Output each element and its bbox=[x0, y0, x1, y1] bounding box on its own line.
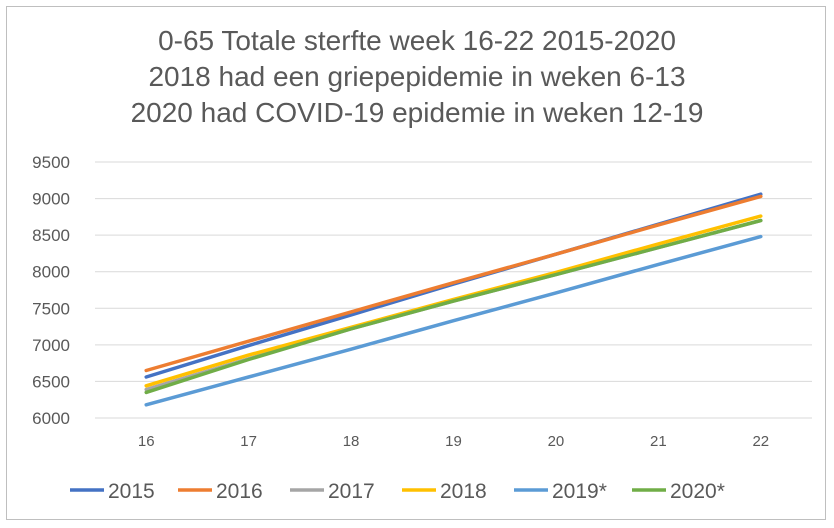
legend-item: 2018 bbox=[402, 480, 487, 503]
legend-label: 2020* bbox=[670, 480, 725, 503]
x-tick-label: 21 bbox=[650, 433, 667, 450]
x-axis-ticks: 16 17 18 19 20 21 22 bbox=[138, 433, 769, 450]
y-tick-label: 8500 bbox=[32, 226, 70, 245]
title-line-1: 0-65 Totale sterfte week 16-22 2015-2020 bbox=[158, 25, 676, 56]
y-tick-label: 7000 bbox=[32, 336, 70, 355]
y-tick-label: 8000 bbox=[32, 263, 70, 282]
series-line-2019-star bbox=[144, 234, 763, 407]
y-tick-label: 9500 bbox=[32, 153, 70, 172]
title-line-2: 2018 had een griepepidemie in weken 6-13 bbox=[148, 61, 685, 92]
y-tick-label: 9000 bbox=[32, 190, 70, 209]
x-tick-label: 16 bbox=[138, 433, 155, 450]
chart-frame bbox=[6, 6, 826, 520]
series-lines bbox=[144, 192, 763, 407]
legend-item: 2017 bbox=[290, 480, 375, 503]
x-tick-label: 18 bbox=[343, 433, 360, 450]
legend-label: 2015 bbox=[108, 480, 155, 503]
title-line-3: 2020 had COVID-19 epidemie in weken 12-1… bbox=[131, 97, 704, 128]
x-tick-label: 19 bbox=[445, 433, 462, 450]
y-axis-ticks: 9500 9000 8500 8000 7500 7000 6500 6000 bbox=[32, 153, 70, 428]
legend-item: 2019* bbox=[514, 480, 607, 503]
series-line-2016 bbox=[144, 194, 763, 373]
legend-item: 2020* bbox=[632, 480, 725, 503]
chart-title: 0-65 Totale sterfte week 16-22 2015-2020… bbox=[131, 25, 704, 128]
legend-label: 2019* bbox=[552, 480, 607, 503]
gridlines bbox=[95, 161, 812, 419]
y-tick-label: 7500 bbox=[32, 299, 70, 318]
x-tick-label: 17 bbox=[240, 433, 257, 450]
y-tick-label: 6500 bbox=[32, 372, 70, 391]
legend-label: 2017 bbox=[328, 480, 375, 503]
legend-item: 2015 bbox=[70, 480, 155, 503]
legend-item: 2016 bbox=[178, 480, 263, 503]
legend-label: 2016 bbox=[216, 480, 263, 503]
x-tick-label: 22 bbox=[752, 433, 769, 450]
y-tick-label: 6000 bbox=[32, 409, 70, 428]
series-line-2020-star bbox=[144, 218, 763, 395]
legend-label: 2018 bbox=[440, 480, 487, 503]
legend: 2015 2016 2017 2018 2019* 2020* bbox=[70, 480, 725, 503]
x-tick-label: 20 bbox=[548, 433, 565, 450]
